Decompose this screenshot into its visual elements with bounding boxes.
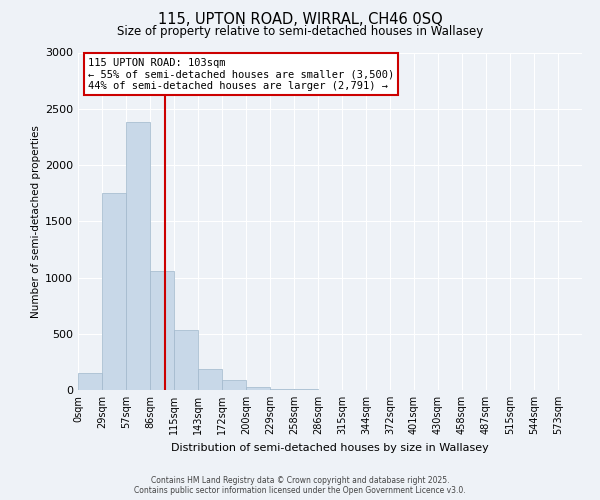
Bar: [270, 389, 294, 390]
Text: Contains HM Land Registry data © Crown copyright and database right 2025.
Contai: Contains HM Land Registry data © Crown c…: [134, 476, 466, 495]
Text: 115, UPTON ROAD, WIRRAL, CH46 0SQ: 115, UPTON ROAD, WIRRAL, CH46 0SQ: [158, 12, 442, 28]
Bar: [78, 373, 102, 390]
Bar: [150, 271, 174, 390]
Bar: [174, 330, 198, 390]
Y-axis label: Number of semi-detached properties: Number of semi-detached properties: [31, 125, 41, 318]
Text: 115 UPTON ROAD: 103sqm
← 55% of semi-detached houses are smaller (3,500)
44% of : 115 UPTON ROAD: 103sqm ← 55% of semi-det…: [88, 58, 394, 91]
Bar: [246, 386, 270, 390]
Bar: [102, 193, 126, 390]
Bar: [222, 380, 246, 390]
Bar: [126, 122, 150, 390]
Bar: [198, 369, 222, 390]
X-axis label: Distribution of semi-detached houses by size in Wallasey: Distribution of semi-detached houses by …: [171, 442, 489, 452]
Text: Size of property relative to semi-detached houses in Wallasey: Size of property relative to semi-detach…: [117, 25, 483, 38]
